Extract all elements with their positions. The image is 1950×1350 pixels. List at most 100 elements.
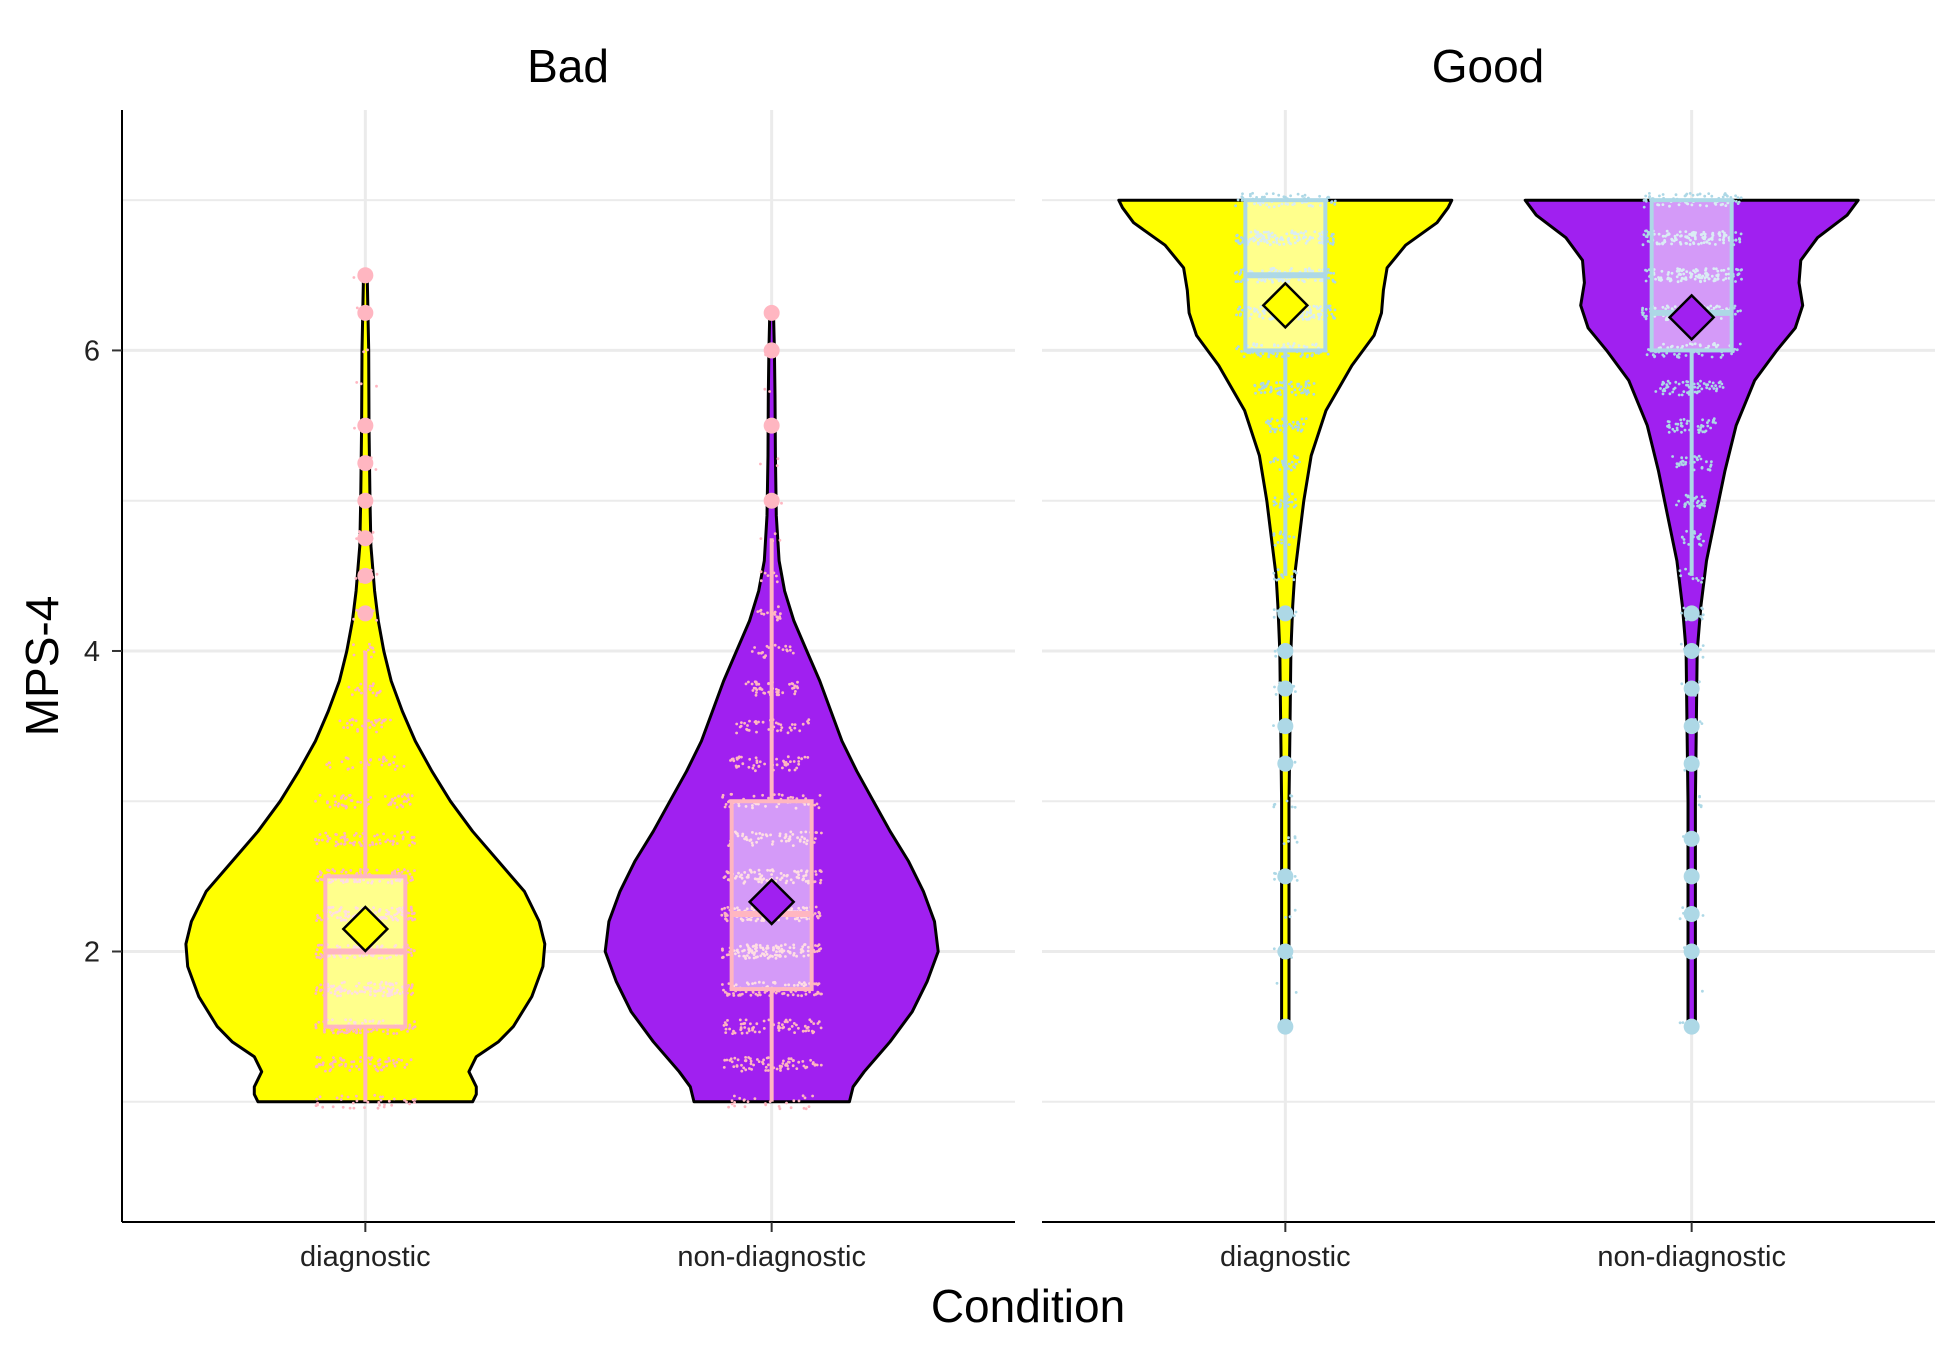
raw-point [1684,461,1688,464]
raw-point [1263,391,1267,394]
raw-point [819,1026,823,1030]
raw-point [1673,352,1676,356]
raw-point [1276,352,1279,356]
raw-point [1683,768,1687,772]
raw-point [315,988,318,992]
raw-point [736,1058,740,1062]
raw-point [386,838,390,842]
raw-point [775,464,779,467]
raw-point [326,868,329,872]
raw-point [727,844,730,847]
raw-point [333,803,337,807]
raw-point [383,795,387,798]
raw-point [314,837,317,841]
raw-point [726,1019,729,1022]
raw-point [807,1105,811,1108]
raw-point [790,682,794,685]
raw-point [1239,268,1243,272]
raw-point [1681,463,1685,467]
raw-point [1678,917,1682,921]
raw-point [1679,574,1683,578]
raw-point [1700,495,1704,499]
raw-point [411,1027,415,1030]
raw-point [757,720,760,724]
raw-point [729,792,733,796]
raw-point [1740,277,1743,281]
raw-point [1293,875,1297,878]
raw-point [815,802,819,806]
raw-point [370,655,373,659]
raw-point [1702,498,1705,502]
raw-point [754,769,757,773]
y-tick-labels: 2 4 6 [84,335,122,969]
raw-point [1733,347,1737,351]
raw-point [1734,280,1737,283]
raw-point [729,1057,733,1061]
raw-point [318,1056,322,1060]
raw-point [1275,578,1279,582]
raw-point [797,1099,801,1103]
y-axis-title: MPS-4 [16,596,68,737]
raw-point [391,798,395,802]
raw-point [781,1023,784,1027]
raw-point [413,917,417,921]
raw-point [722,988,725,992]
raw-point [410,836,414,840]
raw-point [331,1065,335,1069]
raw-point [1705,383,1708,387]
outlier-point [1277,642,1294,659]
raw-point [743,1026,747,1029]
raw-point [1293,836,1297,840]
raw-point [411,1098,415,1102]
raw-point [1710,355,1714,359]
raw-point [377,1101,381,1104]
raw-point [359,1031,362,1035]
violins-bad [184,267,940,1111]
raw-point [724,917,728,921]
raw-point [724,803,728,806]
raw-point [1699,804,1703,807]
raw-point [340,835,344,839]
raw-point [386,1032,390,1035]
raw-point [777,693,781,697]
raw-point [396,868,400,872]
raw-point [802,1106,806,1110]
raw-point [749,1022,752,1026]
raw-point [1674,380,1678,384]
raw-point [754,756,758,760]
raw-point [1272,503,1276,507]
raw-point [340,1094,344,1098]
raw-point [743,1098,746,1102]
raw-point [317,1020,321,1024]
raw-point [761,720,765,724]
raw-point [797,756,801,760]
raw-point [368,687,372,691]
x-axis-title: Condition [931,1280,1125,1332]
raw-point [762,612,766,616]
raw-point [1272,577,1276,581]
raw-point [353,806,357,809]
raw-point [1279,530,1283,534]
outlier-point [763,342,780,359]
raw-point [1718,385,1722,388]
raw-point [1721,386,1725,389]
y-tick-label: 4 [84,636,100,668]
raw-point [343,831,346,835]
raw-point [758,1030,761,1034]
outlier-point [357,267,374,284]
raw-point [727,1105,730,1109]
raw-point [366,348,369,352]
raw-point [775,691,779,694]
raw-point [393,871,397,875]
raw-point [738,725,742,729]
raw-point [1259,354,1262,358]
raw-point [809,1058,812,1062]
raw-point [1280,381,1284,385]
raw-point [359,1060,362,1063]
raw-point [355,381,359,384]
raw-point [406,869,410,873]
raw-point [789,1057,793,1061]
raw-point [1298,460,1301,464]
raw-point [1703,194,1707,198]
raw-point [725,1023,728,1027]
